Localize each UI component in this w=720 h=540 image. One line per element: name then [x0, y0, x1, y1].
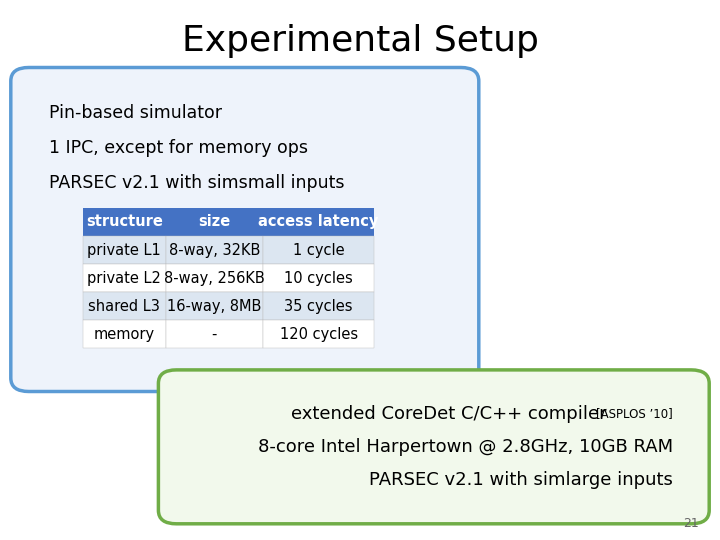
- FancyBboxPatch shape: [263, 208, 374, 236]
- Text: 16-way, 8MB: 16-way, 8MB: [167, 299, 261, 314]
- Text: Pin-based simulator: Pin-based simulator: [49, 104, 222, 122]
- FancyBboxPatch shape: [166, 264, 263, 292]
- Text: -: -: [212, 327, 217, 342]
- Text: Experimental Setup: Experimental Setup: [181, 24, 539, 58]
- Text: PARSEC v2.1 with simlarge inputs: PARSEC v2.1 with simlarge inputs: [369, 471, 673, 489]
- Text: memory: memory: [94, 327, 155, 342]
- FancyBboxPatch shape: [263, 264, 374, 292]
- FancyBboxPatch shape: [263, 292, 374, 320]
- Text: access latency: access latency: [258, 214, 379, 230]
- Text: PARSEC v2.1 with simsmall inputs: PARSEC v2.1 with simsmall inputs: [49, 174, 344, 192]
- Text: private L1: private L1: [87, 242, 161, 258]
- FancyBboxPatch shape: [83, 236, 166, 264]
- FancyBboxPatch shape: [166, 292, 263, 320]
- Text: 8-way, 256KB: 8-way, 256KB: [164, 271, 264, 286]
- Text: shared L3: shared L3: [89, 299, 160, 314]
- FancyBboxPatch shape: [11, 68, 479, 392]
- Text: size: size: [198, 214, 230, 230]
- Text: 1 IPC, except for memory ops: 1 IPC, except for memory ops: [49, 139, 308, 157]
- Text: 35 cycles: 35 cycles: [284, 299, 353, 314]
- Text: 8-core Intel Harpertown @ 2.8GHz, 10GB RAM: 8-core Intel Harpertown @ 2.8GHz, 10GB R…: [258, 438, 673, 456]
- FancyBboxPatch shape: [83, 292, 166, 320]
- FancyBboxPatch shape: [263, 236, 374, 264]
- FancyBboxPatch shape: [83, 208, 166, 236]
- FancyBboxPatch shape: [158, 370, 709, 524]
- Text: [ASPLOS ’10]: [ASPLOS ’10]: [596, 407, 673, 420]
- FancyBboxPatch shape: [166, 320, 263, 348]
- Text: 21: 21: [683, 517, 698, 530]
- FancyBboxPatch shape: [263, 320, 374, 348]
- Text: structure: structure: [86, 214, 163, 230]
- FancyBboxPatch shape: [83, 264, 166, 292]
- Text: 10 cycles: 10 cycles: [284, 271, 353, 286]
- Text: private L2: private L2: [87, 271, 161, 286]
- Text: 1 cycle: 1 cycle: [293, 242, 344, 258]
- FancyBboxPatch shape: [83, 320, 166, 348]
- Text: 8-way, 32KB: 8-way, 32KB: [168, 242, 260, 258]
- FancyBboxPatch shape: [166, 208, 263, 236]
- Text: 120 cycles: 120 cycles: [279, 327, 358, 342]
- FancyBboxPatch shape: [166, 236, 263, 264]
- Text: extended CoreDet C/C++ compiler: extended CoreDet C/C++ compiler: [291, 405, 612, 423]
